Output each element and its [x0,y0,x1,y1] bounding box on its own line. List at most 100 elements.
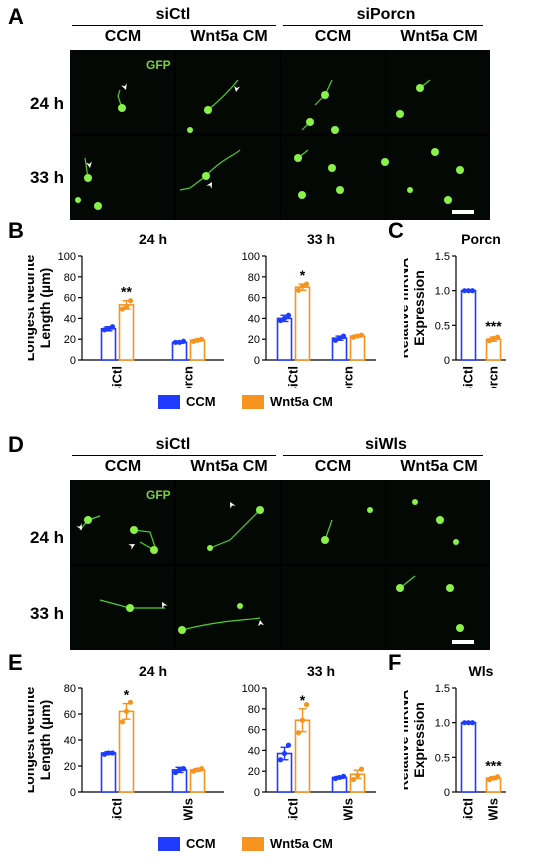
arrowhead [128,544,135,550]
neuron-soma [187,127,193,133]
data-point [465,720,472,726]
data-point [465,288,472,294]
micrograph-tile [281,50,385,134]
chart-title: 33 h [307,231,335,247]
y-tick-label: 40 [248,313,260,325]
bar-ccm [100,328,117,361]
micrograph-tile [281,480,385,564]
bar-wnt5a [349,335,366,361]
y-tick-label: 100 [242,251,260,263]
neurite [99,599,165,609]
data-point [180,766,187,772]
y-tick-label: 80 [248,704,260,716]
micrograph-tile [176,566,280,650]
y-tick-label: 80 [64,683,76,695]
significance-marker: *** [485,318,502,334]
x-tick-label: siPorcn [486,366,501,388]
neuron-soma [431,148,439,156]
data-point [299,717,306,723]
y-axis-label: Relative mRNAExpression [404,690,427,790]
micrograph-tile [386,566,490,650]
arrowhead [76,523,82,530]
data-point [127,298,134,304]
condition-header: Wnt5a CM [400,458,478,475]
chart-title: 33 h [307,663,335,679]
gfp-label: GFP [146,58,171,72]
data-point [490,335,497,342]
data-point [285,742,292,748]
chart-title: Porcn [461,231,501,247]
data-point [303,281,310,287]
neuron-soma [150,546,158,554]
chart-c-porcn: Porcn 0 0.5 1.0 1.5 Relative mRNAExpression si… [404,231,506,388]
chart-title: 24 h [139,663,167,679]
group-header-sictl-a: siCtl [155,6,191,23]
arrowhead [234,85,240,92]
y-tick-label: 1.0 [435,286,450,298]
data-point [190,768,197,774]
data-point [123,708,130,714]
neuron-soma [306,118,314,126]
arrowhead [162,602,168,609]
neuron-soma [126,604,134,612]
neuron-soma [407,187,413,193]
y-tick-label: 0 [254,787,260,799]
data-point [198,766,205,772]
row-label-33h: 33 h [30,604,65,623]
data-point [299,283,306,289]
data-point [295,287,302,293]
group-header-siwls: siWls [365,436,407,453]
data-point [350,334,357,340]
arrowhead [86,161,92,168]
data-point [461,288,468,294]
panel-label-b: B [8,218,24,243]
data-point [469,720,476,726]
neuron-soma [130,526,138,534]
neurite [209,509,261,549]
data-point [101,327,108,333]
micrograph-panel-a: GFP [70,50,490,220]
data-point [461,720,468,726]
neuron-overlay [76,499,464,634]
data-point [354,772,361,778]
condition-header: Wnt5a CM [400,28,478,45]
scale-bar [452,210,474,214]
panel-label-f: F [388,650,402,675]
micrograph-tile [176,480,280,564]
panel-label-c: C [388,218,404,243]
data-point [354,333,361,339]
x-tick-label: siCtl [286,798,301,820]
neuron-soma [412,499,418,505]
y-tick-label: 0 [70,787,76,799]
legend-swatch-ccm [158,836,180,851]
data-point [123,304,130,310]
data-point [172,769,179,776]
bar-ccm [276,317,293,361]
x-tick-label: siPorcn [181,366,196,388]
data-point [172,339,179,345]
neuron-soma [444,196,452,204]
x-tick-label: siCtl [461,798,476,820]
neuron-soma [237,603,243,609]
neuron-soma [331,126,339,134]
neuron-soma [416,84,424,92]
y-tick-label: 60 [248,725,260,737]
arrowhead [121,83,127,90]
neurite [133,529,157,551]
x-tick-label: siWls [181,798,196,820]
neuron-soma [381,158,389,166]
y-tick-label: 1.5 [435,251,450,263]
neuron-soma [396,584,404,592]
condition-header: CCM [104,28,142,45]
data-point [340,773,347,779]
data-point [176,767,183,773]
legend-ccm: CCM [158,394,216,409]
data-point [176,339,183,345]
neuron-soma [396,110,404,118]
neuron-soma [204,106,212,114]
legend-label-wnt5a: Wnt5a CM [270,394,333,409]
data-point [486,776,493,783]
y-axis-label: Longest NeuriteLength (µm) [28,255,53,362]
y-tick-label: 100 [58,251,76,263]
data-point [285,312,292,318]
